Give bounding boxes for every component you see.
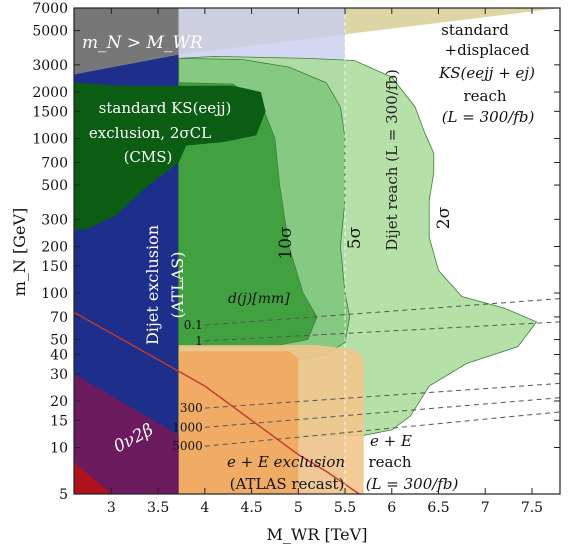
x-tick-label: 3 xyxy=(107,500,116,516)
label-ks-cms-line1: standard KS(eejj) xyxy=(99,99,232,117)
x-tick-label: 7 xyxy=(481,500,490,516)
label-dijet-exclusion: Dijet exclusion xyxy=(143,225,162,345)
x-tick-label: 4 xyxy=(200,500,209,516)
x-axis-title: M_WR [TeV] xyxy=(267,525,368,544)
x-tick-label: 6.5 xyxy=(427,500,449,516)
y-tick-label: 40 xyxy=(50,347,68,363)
region-ee-exclusion xyxy=(178,351,299,494)
y-tick-label: 1000 xyxy=(32,132,68,148)
label-d1000: 1000 xyxy=(172,420,203,434)
x-tick-label: 6 xyxy=(387,500,396,516)
label-displaced-1: standard xyxy=(441,21,509,39)
label-ks-cms-line2: exclusion, 2σCL xyxy=(89,124,211,142)
region-ks-cms xyxy=(74,82,266,231)
label-mn-gt-mwr: m_N > M_WR xyxy=(82,33,203,53)
y-tick-label: 100 xyxy=(41,286,68,302)
line-red-line xyxy=(74,311,360,494)
label-dj-header: d(j)[mm] xyxy=(228,291,290,307)
line-d1000 xyxy=(204,397,560,428)
label-ks-cms-line3: (CMS) xyxy=(124,148,173,166)
y-tick-label: 7000 xyxy=(32,1,68,17)
y-tick-label: 10 xyxy=(50,440,68,456)
label-d1: 1 xyxy=(195,334,203,348)
y-tick-label: 15 xyxy=(50,413,68,429)
y-tick-label: 5000 xyxy=(32,24,68,40)
label-sigma10: 10σ xyxy=(276,226,296,260)
label-ee-reach-2: reach xyxy=(368,453,411,471)
label-d5000: 5000 xyxy=(172,439,203,453)
label-sigma5: 5σ xyxy=(345,226,365,249)
y-tick-label: 200 xyxy=(41,240,68,256)
y-tick-label: 70 xyxy=(50,310,68,326)
label-displaced-3: KS(eejj + ej) xyxy=(438,64,535,82)
y-tick-label: 500 xyxy=(41,178,68,194)
y-tick-label: 30 xyxy=(50,367,68,383)
y-tick-label: 3000 xyxy=(32,58,68,74)
y-tick-label: 1500 xyxy=(32,104,68,120)
label-sigma2: 2σ xyxy=(434,206,454,229)
label-ee-reach-3: (L = 300/fb) xyxy=(366,475,459,493)
region-mn-gt-mwr xyxy=(74,8,179,75)
label-ee-exclusion-2: (ATLAS recast) xyxy=(230,475,345,493)
y-tick-label: 20 xyxy=(50,394,68,410)
y-tick-label: 50 xyxy=(50,333,68,349)
x-tick-label: 4.5 xyxy=(240,500,262,516)
label-displaced-2: +displaced xyxy=(445,41,530,59)
plot-frame xyxy=(73,7,561,495)
y-tick-label: 700 xyxy=(41,155,68,171)
x-tick-label: 5 xyxy=(294,500,303,516)
label-dijet-exclusion-atlas: (ATLAS) xyxy=(168,252,187,319)
y-tick-label: 150 xyxy=(41,259,68,275)
y-tick-label: 5 xyxy=(59,487,68,503)
label-displaced-5: (L = 300/fb) xyxy=(442,108,535,126)
y-tick-label: 2000 xyxy=(32,85,68,101)
y-tick-label: 300 xyxy=(41,212,68,228)
region-red-corner xyxy=(74,462,112,494)
label-ee-exclusion-1: e + E exclusion xyxy=(227,453,345,471)
x-tick-label: 7.5 xyxy=(521,500,543,516)
x-tick-label: 3.5 xyxy=(147,500,169,516)
x-tick-label: 5.5 xyxy=(334,500,356,516)
label-ee-reach-1: e + E xyxy=(370,432,412,450)
label-d300: 300 xyxy=(180,401,203,415)
region-dbb-band xyxy=(74,373,179,494)
line-d5000 xyxy=(204,411,560,447)
label-displaced-4: reach xyxy=(463,87,506,105)
label-dijet-reach: Dijet reach (L = 300/fb) xyxy=(383,69,401,251)
label-d01: 0.1 xyxy=(184,318,203,332)
y-axis-title: m_N [GeV] xyxy=(10,208,29,297)
